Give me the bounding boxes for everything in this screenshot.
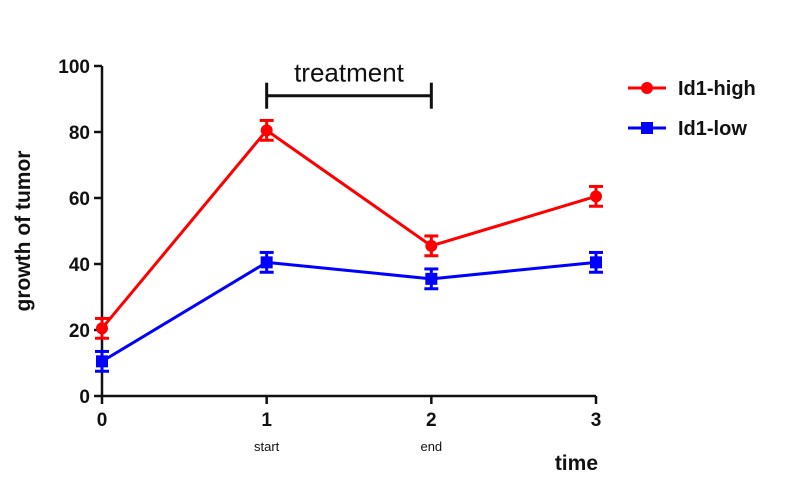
point-id1-high-2 (425, 239, 438, 252)
treatment-label: treatment (294, 58, 405, 88)
point-id1-high-3 (590, 190, 602, 203)
point-id1-low-3 (590, 256, 602, 269)
y-tick-label-40: 40 (69, 255, 90, 276)
y-tick-label-80: 80 (69, 123, 90, 144)
treatment-annotation: treatment (265, 58, 433, 109)
point-id1-high-1 (260, 124, 273, 137)
series-id1-low (95, 250, 603, 373)
series-line-id1-high (100, 128, 597, 330)
point-id1-low-2 (425, 272, 438, 285)
x-tick-label-0: 0 (97, 410, 108, 431)
point-id1-low-0 (96, 355, 108, 368)
axes: 0 20 40 60 80 100 0 1 start 2 end 3 (58, 57, 601, 454)
series-id1-high (95, 118, 603, 340)
legend-marker-id1-low (641, 122, 653, 134)
y-axis-title: growth of tumor (12, 151, 35, 312)
x-tick-label-3: 3 (591, 410, 602, 431)
point-id1-low-1 (260, 256, 273, 269)
legend-marker-id1-high (641, 82, 653, 94)
x-tick-label-1: 1 (261, 410, 272, 431)
x-tick-label-2: 2 (426, 410, 437, 431)
legend-label-id1-high: Id1-high (678, 78, 756, 100)
x-sublabel-end: end (420, 439, 442, 454)
series-layer (95, 118, 603, 373)
point-id1-high-0 (96, 322, 108, 335)
legend-item-id1-low: Id1-low (628, 118, 747, 140)
legend: Id1-high Id1-low (628, 78, 756, 140)
x-axis-title: time (555, 452, 598, 475)
x-sublabel-start: start (254, 439, 280, 454)
series-line-id1-low (101, 260, 597, 363)
y-tick-label-100: 100 (58, 57, 90, 78)
legend-label-id1-low: Id1-low (678, 118, 747, 140)
y-tick-label-60: 60 (69, 189, 90, 210)
x-ticks: 0 1 start 2 end 3 (97, 396, 602, 454)
y-ticks: 0 20 40 60 80 100 (58, 57, 102, 408)
y-tick-label-20: 20 (69, 321, 90, 342)
legend-item-id1-high: Id1-high (628, 78, 756, 100)
y-tick-label-0: 0 (79, 387, 90, 408)
